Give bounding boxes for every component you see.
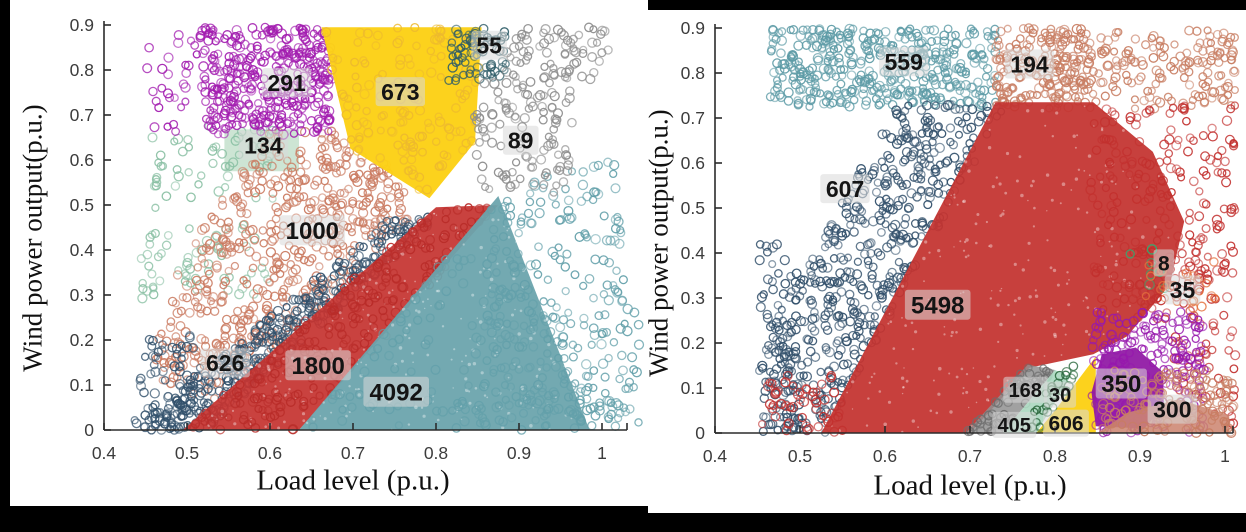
y-tick-label: 0.7: [681, 108, 705, 128]
y-tick-label: 0.2: [681, 333, 705, 353]
cluster-label-gray-168: 168: [1009, 380, 1042, 402]
cluster-label-yellow-673: 673: [381, 79, 419, 105]
cluster-label-red-5498: 5498: [911, 292, 964, 319]
x-tick-label: 1: [597, 443, 607, 463]
x-tick-label: 0.9: [507, 443, 531, 463]
clusters-right: [754, 23, 1241, 439]
y-tick-label: 0.8: [681, 63, 705, 83]
cluster-labels-left: 134 1000 626 1800 4092 291 673 55 89: [200, 30, 539, 407]
cluster-label-gray-89: 89: [508, 127, 534, 153]
cluster-label-slate-607: 607: [826, 176, 864, 202]
tick-labels-right: 0.4 0.5 0.6 0.7 0.8 0.9 1 0 0.1 0.2 0.3 0.4 0.5 0.6 0.…: [681, 18, 1230, 466]
y-tick-label: 0.7: [70, 105, 94, 125]
right-y-axis-label: Wind power output(p.u.): [643, 109, 674, 377]
y-tick-label: 0.8: [70, 60, 94, 80]
y-tick-label: 0.6: [681, 153, 705, 173]
x-tick-label: 1: [1220, 446, 1230, 466]
x-tick-label: 0.4: [92, 443, 117, 463]
x-tick-label: 0.6: [873, 446, 897, 466]
y-tick-label: 0.9: [70, 15, 94, 35]
axes-left: [103, 21, 628, 431]
cluster-label-slate-626: 626: [206, 350, 244, 376]
y-tick-label: 0.4: [681, 243, 706, 263]
x-tick-label: 0.7: [341, 443, 365, 463]
x-tick-label: 0.4: [703, 446, 728, 466]
y-tick-label: 0.1: [681, 378, 705, 398]
x-tick-label: 0.8: [1043, 446, 1067, 466]
y-tick-label: 0.4: [70, 240, 95, 260]
x-tick-label: 0.9: [1128, 446, 1152, 466]
y-tick-label: 0.5: [70, 195, 94, 215]
cluster-label-green-8: 8: [1158, 252, 1170, 275]
y-tick-label: 0.1: [70, 375, 94, 395]
cluster-red-5498: [757, 101, 1241, 437]
y-tick-label: 0.5: [681, 198, 705, 218]
y-tick-label: 0.3: [681, 288, 705, 308]
y-tick-label: 0.6: [70, 150, 94, 170]
y-tick-label: 0.9: [681, 18, 705, 38]
cluster-label-red-1800: 1800: [291, 353, 344, 380]
cluster-label-teal-559: 559: [885, 49, 923, 75]
cluster-label-green-134: 134: [244, 132, 283, 158]
tick-labels-left: 0.4 0.5 0.6 0.7 0.8 0.9 1 0 0.1 0.2 0.3 0.4 0.5 0.6 0.…: [70, 15, 607, 463]
cluster-label-darkgreen-30: 30: [1049, 385, 1071, 407]
x-tick-label: 0.5: [788, 446, 812, 466]
cluster-label-teal-4092: 4092: [369, 379, 422, 406]
left-y-axis-label: Wind power output(p.u.): [17, 104, 48, 372]
cluster-labels-right: 559 194 607 5498 168 405 606 30 350 300 835: [820, 47, 1201, 438]
x-tick-label: 0.6: [258, 443, 282, 463]
right-x-axis-label: Load level (p.u.): [873, 469, 1067, 502]
y-tick-label: 0.2: [70, 330, 94, 350]
cluster-label-salmon-300: 300: [1153, 396, 1191, 422]
cluster-label-purple-350: 350: [1101, 371, 1141, 398]
cluster-label-yellow-606: 606: [1049, 413, 1084, 436]
x-tick-label: 0.5: [175, 443, 199, 463]
cluster-label-mint-405: 405: [998, 415, 1031, 437]
cluster-label-slate-55: 55: [476, 33, 502, 59]
plot-right: 0.4 0.5 0.6 0.7 0.8 0.9 1 0 0.1 0.2 0.3 0.4 0.5 0.6 0.…: [681, 18, 1241, 466]
left-x-axis-label: Load level (p.u.): [256, 464, 450, 497]
x-tick-label: 0.8: [424, 443, 448, 463]
y-tick-label: 0: [84, 420, 94, 440]
y-tick-label: 0: [695, 423, 705, 443]
x-tick-label: 0.7: [958, 446, 982, 466]
axes-right: [714, 24, 1234, 434]
cluster-teal-4092: [299, 157, 645, 435]
clusters-left: [130, 22, 645, 435]
cluster-label-salmon-1000: 1000: [286, 218, 339, 245]
cluster-label-orange-35: 35: [1170, 277, 1196, 303]
cluster-label-salmon-194: 194: [1010, 51, 1049, 77]
cluster-label-purple-291: 291: [267, 70, 306, 96]
y-tick-label: 0.3: [70, 285, 94, 305]
cluster-yellow-673: [321, 22, 484, 199]
plot-left: 0.4 0.5 0.6 0.7 0.8 0.9 1 0 0.1 0.2 0.3 0.4 0.5 0.6 0.…: [70, 15, 645, 463]
